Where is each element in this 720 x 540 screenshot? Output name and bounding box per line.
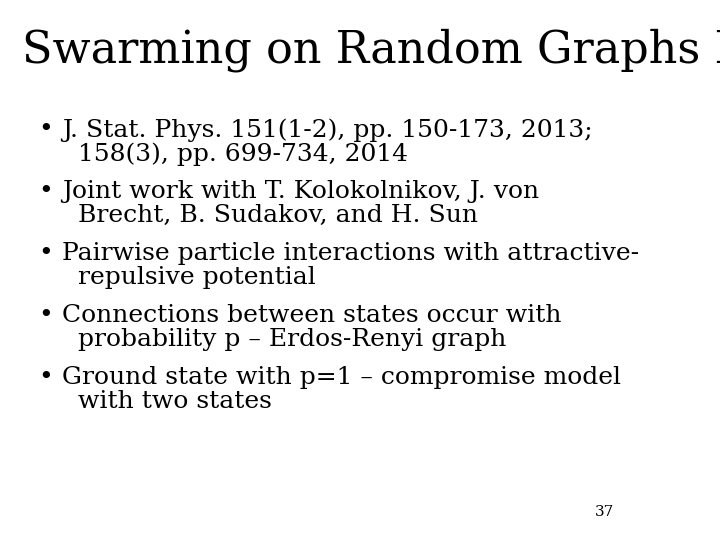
Text: •: •	[38, 118, 53, 141]
Text: with two states: with two states	[78, 390, 272, 413]
Text: J. Stat. Phys. 151(1-2), pp. 150-173, 2013;: J. Stat. Phys. 151(1-2), pp. 150-173, 20…	[62, 118, 593, 141]
Text: Brecht, B. Sudakov, and H. Sun: Brecht, B. Sudakov, and H. Sun	[78, 204, 478, 227]
Text: Swarming on Random Graphs I & II: Swarming on Random Graphs I & II	[22, 28, 720, 72]
Text: 158(3), pp. 699-734, 2014: 158(3), pp. 699-734, 2014	[78, 142, 408, 166]
Text: Ground state with p=1 – compromise model: Ground state with p=1 – compromise model	[62, 366, 621, 389]
Text: repulsive potential: repulsive potential	[78, 266, 316, 289]
Text: 37: 37	[595, 505, 614, 519]
Text: probability p – Erdos-Renyi graph: probability p – Erdos-Renyi graph	[78, 328, 506, 351]
Text: Connections between states occur with: Connections between states occur with	[62, 304, 562, 327]
Text: Joint work with T. Kolokolnikov, J. von: Joint work with T. Kolokolnikov, J. von	[62, 180, 539, 203]
Text: •: •	[38, 304, 53, 327]
Text: •: •	[38, 242, 53, 265]
Text: •: •	[38, 366, 53, 389]
Text: •: •	[38, 180, 53, 203]
Text: Pairwise particle interactions with attractive-: Pairwise particle interactions with attr…	[62, 242, 639, 265]
